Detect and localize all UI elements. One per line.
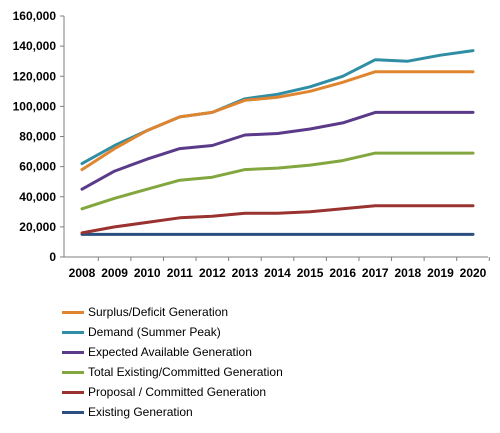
x-tick-label: 2008 xyxy=(69,266,96,280)
series-line-demand-summer-peak xyxy=(80,49,475,166)
x-tick-label: 2016 xyxy=(329,266,356,280)
legend-swatch xyxy=(62,330,84,334)
legend: Surplus/Deficit Generation Demand (Summer… xyxy=(62,302,283,422)
legend-label: Demand (Summer Peak) xyxy=(88,325,221,339)
legend-item: Expected Available Generation xyxy=(62,342,283,362)
legend-label: Expected Available Generation xyxy=(88,345,252,359)
x-tick-label: 2012 xyxy=(199,266,226,280)
line-chart: 0 20,000 40,000 60,000 80,000 100,000 120,000 1… xyxy=(13,9,490,280)
y-tick-label: 100,000 xyxy=(13,99,57,113)
y-tick-label: 120,000 xyxy=(13,69,57,83)
y-tick-label: 140,000 xyxy=(13,39,57,53)
legend-swatch xyxy=(62,390,84,394)
series-lines xyxy=(80,49,475,236)
x-tick-label: 2010 xyxy=(134,266,161,280)
series-line-expected-available-generation xyxy=(80,110,475,191)
y-axis-ticks: 0 20,000 40,000 60,000 80,000 100,000 120,000 1… xyxy=(13,9,64,264)
x-tick-label: 2019 xyxy=(427,266,454,280)
legend-item: Proposal / Committed Generation xyxy=(62,382,283,402)
legend-swatch xyxy=(62,370,84,374)
series-line-proposal-committed-generation xyxy=(80,204,475,235)
legend-item: Demand (Summer Peak) xyxy=(62,322,283,342)
x-tick-label: 2014 xyxy=(264,266,291,280)
legend-label: Total Existing/Committed Generation xyxy=(88,365,283,379)
y-tick-label: 80,000 xyxy=(19,130,56,144)
legend-item: Total Existing/Committed Generation xyxy=(62,362,283,382)
legend-item: Existing Generation xyxy=(62,402,283,422)
legend-label: Surplus/Deficit Generation xyxy=(88,305,229,319)
y-tick-label: 160,000 xyxy=(13,9,57,23)
y-tick-label: 20,000 xyxy=(19,220,56,234)
x-tick-label: 2009 xyxy=(101,266,128,280)
y-tick-label: 60,000 xyxy=(19,160,56,174)
x-tick-label: 2015 xyxy=(297,266,324,280)
x-tick-label: 2018 xyxy=(394,266,421,280)
y-tick-label: 0 xyxy=(49,250,56,264)
series-line-surplus-deficit-generation xyxy=(80,70,475,172)
x-tick-label: 2017 xyxy=(362,266,389,280)
x-tick-label: 2020 xyxy=(460,266,487,280)
legend-item: Surplus/Deficit Generation xyxy=(62,302,283,322)
legend-swatch xyxy=(62,350,84,354)
y-tick-label: 40,000 xyxy=(19,190,56,204)
legend-label: Existing Generation xyxy=(88,405,193,419)
legend-label: Proposal / Committed Generation xyxy=(88,385,267,399)
x-axis-ticks: 2008 2009 2010 2011 2012 2013 2014 2015 2016 2017… xyxy=(69,257,490,280)
x-tick-label: 2013 xyxy=(232,266,259,280)
legend-swatch xyxy=(62,410,84,414)
legend-swatch xyxy=(62,310,84,314)
x-tick-label: 2011 xyxy=(167,266,193,280)
series-line-total-existing-committed-generation xyxy=(80,151,475,211)
